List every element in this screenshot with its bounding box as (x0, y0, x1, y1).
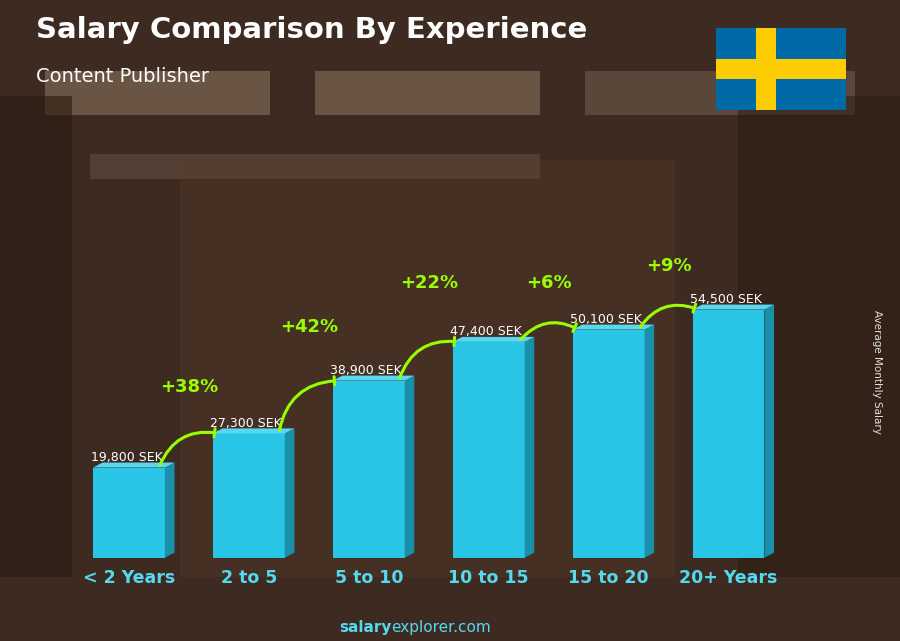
Polygon shape (284, 428, 294, 558)
Text: +38%: +38% (160, 378, 218, 396)
Bar (692, 310, 764, 558)
Polygon shape (165, 463, 175, 558)
Text: +42%: +42% (280, 318, 338, 336)
Bar (756, 28, 776, 110)
Text: explorer.com: explorer.com (392, 620, 491, 635)
Text: 38,900 SEK: 38,900 SEK (330, 364, 402, 377)
Polygon shape (333, 376, 414, 381)
Polygon shape (644, 324, 654, 558)
Bar (572, 329, 644, 558)
Text: Average Monthly Salary: Average Monthly Salary (872, 310, 883, 434)
Polygon shape (764, 304, 774, 558)
Bar (315, 71, 540, 115)
Bar (716, 59, 846, 79)
FancyBboxPatch shape (714, 26, 848, 112)
Text: 27,300 SEK: 27,300 SEK (211, 417, 283, 429)
Bar (93, 467, 165, 558)
Bar (738, 96, 900, 577)
Text: 19,800 SEK: 19,800 SEK (91, 451, 162, 464)
Text: +9%: +9% (645, 257, 691, 275)
Bar (180, 160, 675, 577)
Polygon shape (405, 376, 414, 558)
Text: 54,500 SEK: 54,500 SEK (690, 293, 762, 306)
Text: +6%: +6% (526, 274, 572, 292)
Bar (333, 381, 405, 558)
Bar (585, 71, 855, 115)
Polygon shape (453, 337, 535, 342)
Polygon shape (692, 304, 774, 310)
Text: 47,400 SEK: 47,400 SEK (450, 325, 522, 338)
Bar (453, 342, 525, 558)
Bar (90, 154, 540, 179)
Polygon shape (525, 337, 535, 558)
Bar (45, 71, 270, 115)
Text: Content Publisher: Content Publisher (36, 67, 209, 87)
Bar (213, 433, 284, 558)
Polygon shape (93, 463, 175, 467)
Text: salary: salary (339, 620, 392, 635)
Polygon shape (213, 428, 294, 433)
Bar (0, 96, 72, 577)
Text: Salary Comparison By Experience: Salary Comparison By Experience (36, 16, 587, 44)
Polygon shape (572, 324, 654, 329)
Text: +22%: +22% (400, 274, 458, 292)
Text: 50,100 SEK: 50,100 SEK (571, 313, 642, 326)
